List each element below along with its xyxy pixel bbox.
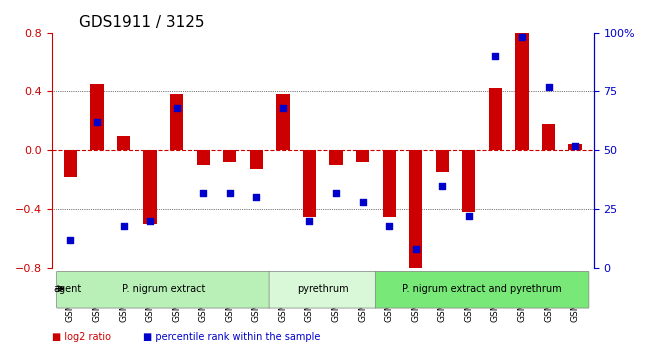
Text: ■ percentile rank within the sample: ■ percentile rank within the sample [143,332,320,342]
Point [384,223,395,228]
Point [517,34,527,40]
Point [304,218,315,224]
Point [437,183,447,188]
Point [358,199,368,205]
Bar [489,89,502,150]
FancyBboxPatch shape [375,272,589,308]
Bar [436,150,449,172]
Text: agent: agent [53,284,81,294]
Bar [117,136,130,150]
Bar [223,150,237,162]
Point [411,246,421,252]
Point [490,53,501,59]
Point [331,190,341,196]
Bar [64,150,77,177]
Point [92,119,102,125]
FancyBboxPatch shape [57,272,270,308]
Bar [330,150,343,165]
Bar [542,124,555,150]
Bar [276,95,289,150]
Point [172,105,182,111]
Point [65,237,75,243]
Point [198,190,209,196]
Point [118,223,129,228]
Text: GDS1911 / 3125: GDS1911 / 3125 [79,15,205,30]
Bar [356,150,369,162]
Bar [568,145,582,150]
Bar [250,150,263,169]
Text: P. nigrum extract: P. nigrum extract [122,284,205,294]
Bar [409,150,423,275]
Point [145,218,155,224]
Text: pyrethrum: pyrethrum [297,284,348,294]
Bar [196,150,210,165]
Point [463,214,474,219]
Bar [303,150,316,217]
Point [570,143,580,148]
Point [278,105,288,111]
Text: P. nigrum extract and pyrethrum: P. nigrum extract and pyrethrum [402,284,562,294]
Point [251,195,261,200]
Bar [90,84,103,150]
Text: ■ log2 ratio: ■ log2 ratio [52,332,111,342]
Point [225,190,235,196]
Bar [515,32,528,150]
Bar [462,150,475,212]
FancyBboxPatch shape [269,272,376,308]
Bar [170,95,183,150]
Bar [144,150,157,224]
Bar [382,150,396,217]
Point [543,84,554,89]
